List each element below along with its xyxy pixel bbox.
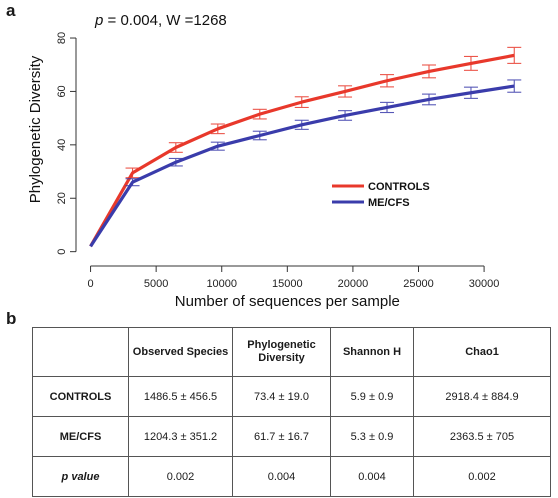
row-label-mecfs: ME/CFS [32,416,129,457]
rarefaction-chart: p = 0.004, W =1268 0 5000 10000 15000 20000 25… [27,12,522,310]
y-tick-label: 20 [56,192,68,204]
panel-label-b: b [6,309,17,328]
p-value-annotation: p = 0.004, W =1268 [94,12,227,29]
table-header-observed-species: Observed Species [128,327,233,377]
series-line-0 [89,53,515,248]
diversity-table: Observed Species Phylogenetic Diversity … [32,327,551,497]
table-header-shannon-h: Shannon H [330,327,414,377]
y-tick-label: 60 [56,85,68,97]
error-bar [125,167,140,179]
y-tick-label: 40 [56,139,68,151]
error-bar [252,130,267,141]
table-row-mecfs: ME/CFS 1204.3 ± 351.2 61.7 ± 16.7 5.3 ± … [32,416,551,457]
table-cell: 61.7 ± 16.7 [232,416,331,457]
table-cell: 0.004 [330,456,414,497]
table-cell: 1204.3 ± 351.2 [128,416,233,457]
x-axis-label: Number of sequences per sample [175,293,400,310]
y-axis-label: Phylogenetic Diversity [27,55,44,203]
y-tick-label: 80 [56,32,68,44]
row-label-p-value: p value [32,456,129,497]
legend-label-0: CONTROLS [368,181,430,193]
table-cell: 2918.4 ± 884.9 [413,376,551,417]
table-cell: 0.002 [128,456,233,497]
table-cell: 5.3 ± 0.9 [330,416,414,457]
x-tick-label: 15000 [272,278,303,290]
error-bar [252,108,267,120]
error-bar [380,101,395,114]
table-header-row: Observed Species Phylogenetic Diversity … [32,327,551,377]
error-bar [338,110,353,121]
y-tick-label: 0 [56,249,68,255]
x-tick-label: 20000 [338,278,369,290]
table-cell: 73.4 ± 19.0 [232,376,331,417]
series-line-1 [89,84,515,248]
error-bar [210,123,225,135]
error-bar [294,96,309,109]
table-cell: 0.002 [413,456,551,497]
error-bar [463,55,478,71]
error-bar [210,141,225,151]
x-tick-label: 25000 [403,278,434,290]
table-row-p-value: p value 0.002 0.004 0.004 0.002 [32,456,551,497]
error-bar [294,119,309,130]
error-bar [507,79,522,93]
x-tick-label: 30000 [469,278,500,290]
table-cell: 0.004 [232,456,331,497]
error-bar [338,85,353,98]
table-row-controls: CONTROLS 1486.5 ± 456.5 73.4 ± 19.0 5.9 … [32,376,551,417]
error-bar [507,46,522,64]
legend-label-1: ME/CFS [368,197,410,209]
row-label-controls: CONTROLS [32,376,129,417]
x-tick-label: 10000 [206,278,237,290]
table-header-chao1: Chao1 [413,327,551,377]
error-bar [463,86,478,99]
table-header-empty [32,327,129,377]
error-bar [168,142,183,153]
table-cell: 2363.5 ± 705 [413,416,551,457]
table-header-phylogenetic-diversity: Phylogenetic Diversity [232,327,331,377]
error-bar [421,93,436,106]
error-bar [421,64,436,79]
table-cell: 1486.5 ± 456.5 [128,376,233,417]
error-bar [168,157,183,167]
error-bar [125,178,140,187]
error-bar [380,74,395,88]
x-tick-label: 0 [87,278,93,290]
table-cell: 5.9 ± 0.9 [330,376,414,417]
x-tick-label: 5000 [144,278,168,290]
panel-label-a: a [6,1,16,20]
